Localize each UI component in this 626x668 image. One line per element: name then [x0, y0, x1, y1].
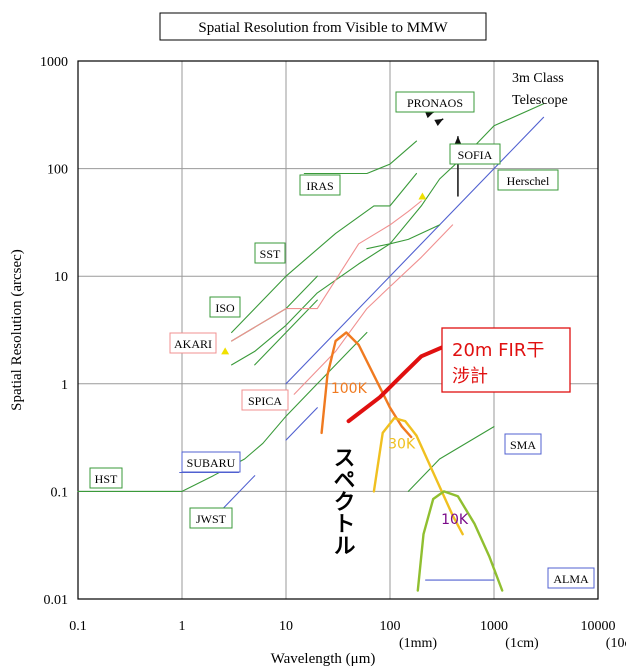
title-box — [159, 12, 487, 41]
curve-label: 30K — [388, 437, 416, 453]
series-line — [231, 172, 418, 334]
series-line — [77, 331, 368, 492]
instrument-label: SMA — [510, 438, 536, 452]
instrument-label-box — [504, 433, 542, 455]
series-line — [303, 140, 418, 175]
instrument-label-box — [449, 143, 501, 165]
y-tick-label: 0.01 — [44, 593, 69, 608]
instrument-label: PRONAOS — [407, 96, 463, 110]
instrument-label: HST — [95, 472, 118, 486]
x-tick-label: 1000 — [480, 619, 508, 634]
instrument-label-box — [395, 91, 475, 113]
instrument-label: JWST — [196, 512, 227, 526]
marker-group — [221, 192, 427, 355]
instrument-label-box — [299, 174, 341, 196]
fir-annotation-line1: 20m FIR干 — [452, 340, 544, 361]
marker-triangle — [221, 347, 230, 355]
instrument-label-box — [181, 451, 241, 473]
series-line — [293, 224, 454, 395]
series-line — [231, 103, 545, 366]
x-tick-label: 100 — [380, 619, 401, 634]
series-line — [285, 407, 318, 441]
arrow-head — [434, 118, 444, 126]
instrument-label: AKARI — [174, 337, 212, 351]
x-subtick-label: (1mm) — [399, 636, 437, 651]
y-tick-label: 1 — [61, 378, 68, 393]
y-tick-label: 1000 — [40, 55, 68, 70]
series-line — [416, 490, 504, 592]
x-tick-label: 0.1 — [69, 619, 87, 634]
instrument-label-box — [209, 296, 241, 318]
instrument-label: SPICA — [248, 394, 282, 408]
series-line — [407, 426, 495, 492]
y-axis-label: Spatial Resolution (arcsec) — [9, 249, 25, 411]
telescope-annotation-line1: 3m Class — [512, 71, 564, 86]
instrument-label-box — [547, 567, 595, 589]
instrument-label-box — [497, 169, 559, 191]
telescope-annotation-line2: Telescope — [512, 93, 568, 108]
y-tick-label: 0.1 — [51, 485, 69, 500]
instrument-label: SOFIA — [458, 148, 493, 162]
fir-annotation-box — [441, 327, 571, 393]
tick-labels: 0.1110100100010000(1mm)(1cm)(10cm)0.010.… — [40, 55, 626, 651]
series-line — [254, 299, 318, 366]
instrument-label-box — [241, 389, 289, 411]
series-line — [372, 416, 464, 536]
x-subtick-label: (10cm) — [606, 636, 626, 651]
x-tick-label: 10 — [279, 619, 293, 634]
instrument-labels: PRONAOS SOFIA Herschel IRAS SST ISO AKARI SPICA… — [89, 91, 595, 589]
instrument-label-box — [189, 507, 233, 529]
instrument-label: IRAS — [306, 179, 333, 193]
series-group: 100K 30K 10K — [77, 103, 545, 592]
y-tick-label: 10 — [54, 270, 68, 285]
spectrum-label: スペクトル — [330, 446, 356, 556]
plot-frame — [77, 60, 599, 600]
x-tick-label: 1 — [179, 619, 186, 634]
curve-label: 10K — [441, 512, 469, 528]
instrument-label-box — [89, 467, 123, 489]
arrow-head — [454, 136, 462, 145]
fir-annotation-line2: 涉計 — [452, 366, 488, 387]
arrow-head — [425, 111, 435, 119]
x-tick-label: 10000 — [581, 619, 616, 634]
y-tick-label: 100 — [47, 163, 68, 178]
instrument-label: SST — [260, 247, 281, 261]
x-axis-label: Wavelength (μm) — [271, 651, 376, 667]
chart-title: Spatial Resolution from Visible to MMW — [198, 20, 448, 36]
instrument-label-box — [169, 332, 217, 354]
series-line — [366, 224, 441, 250]
instrument-label: ISO — [215, 301, 235, 315]
series-line — [285, 116, 545, 385]
instrument-label: ALMA — [553, 572, 589, 586]
instrument-label-box — [254, 242, 286, 264]
instrument-label: SUBARU — [187, 456, 236, 470]
marker-triangle — [418, 192, 427, 200]
series-line — [346, 339, 459, 424]
x-subtick-label: (1cm) — [505, 636, 539, 651]
instrument-label: Herschel — [507, 174, 550, 188]
curve-label: 100K — [331, 381, 368, 397]
series-line — [222, 475, 256, 509]
series-line — [231, 200, 422, 342]
